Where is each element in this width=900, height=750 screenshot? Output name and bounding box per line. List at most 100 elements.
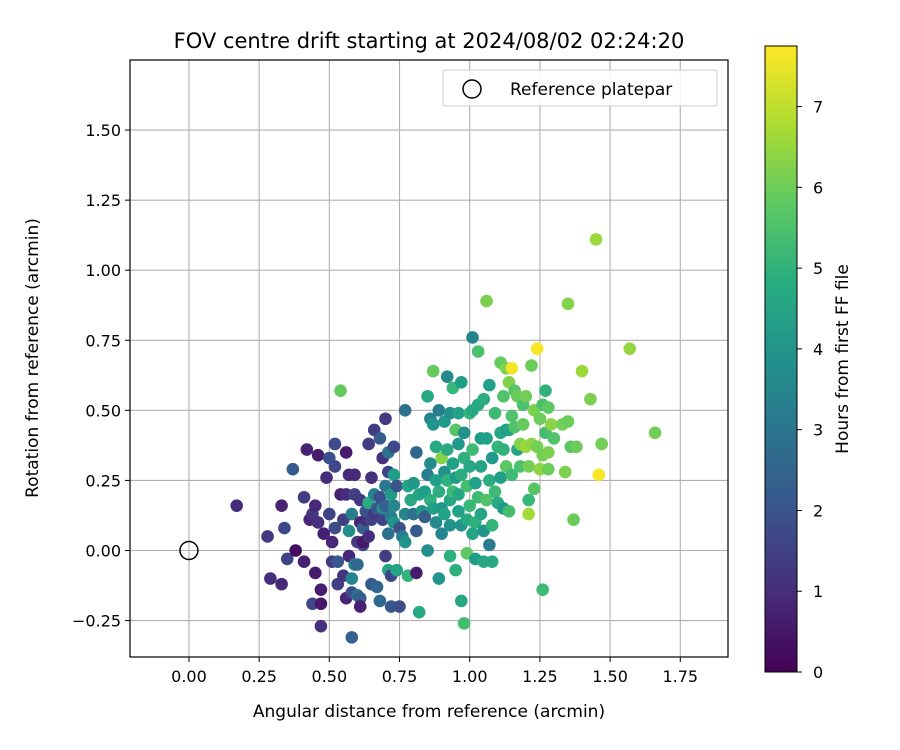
y-tick-label: 1.00 <box>85 261 121 280</box>
data-point <box>387 499 401 512</box>
data-point <box>454 468 468 482</box>
data-point <box>525 359 538 372</box>
data-point <box>452 504 465 518</box>
data-point <box>342 524 356 538</box>
data-point <box>452 437 465 451</box>
data-point <box>345 631 359 644</box>
data-point <box>567 513 580 526</box>
legend-marker <box>462 79 482 99</box>
data-point <box>317 527 331 540</box>
data-point <box>435 527 448 540</box>
data-point <box>542 462 555 476</box>
data-point <box>362 530 375 543</box>
data-point <box>429 440 443 454</box>
data-point <box>547 432 561 445</box>
data-point <box>469 476 482 490</box>
y-tick-label: −0.25 <box>72 612 121 631</box>
data-point <box>370 580 384 594</box>
y-tick-label: 0.75 <box>85 331 121 350</box>
data-point <box>280 552 294 566</box>
chart-title: FOV centre drift starting at 2024/08/02 … <box>174 29 685 53</box>
data-point <box>264 572 277 585</box>
data-point <box>275 577 288 591</box>
data-point <box>381 527 395 540</box>
data-point <box>480 493 493 507</box>
data-point <box>488 406 502 420</box>
data-point <box>452 406 465 420</box>
colorbar-tick-label: 3 <box>813 421 823 440</box>
data-point <box>432 485 446 498</box>
data-point <box>398 404 412 417</box>
data-point <box>443 518 457 532</box>
data-point <box>471 345 485 358</box>
data-point <box>314 619 328 633</box>
data-point <box>390 563 404 577</box>
data-point <box>457 426 471 440</box>
data-point <box>466 527 479 540</box>
data-point <box>595 437 608 451</box>
data-point <box>331 555 345 569</box>
data-point <box>443 549 457 563</box>
colorbar-tick-label: 0 <box>813 663 823 682</box>
colorbar-tick-label: 6 <box>813 178 823 197</box>
x-tick-label: 0.75 <box>382 667 418 686</box>
x-tick-label: 1.00 <box>452 667 488 686</box>
legend-box <box>442 69 718 107</box>
data-point <box>483 474 496 487</box>
data-point <box>424 457 437 470</box>
data-point <box>323 507 336 521</box>
data-point <box>485 518 499 532</box>
data-point <box>393 600 406 613</box>
reference-platepar-marker <box>179 540 199 561</box>
data-point <box>261 530 274 543</box>
y-tick-label: 0.00 <box>85 541 121 560</box>
data-point <box>345 572 359 585</box>
data-point <box>314 583 328 597</box>
data-point <box>412 605 426 619</box>
y-tick-label: 0.25 <box>85 471 121 490</box>
data-point <box>297 555 311 569</box>
data-point <box>438 507 451 521</box>
y-tick-label: 1.50 <box>85 121 121 140</box>
data-point <box>429 474 443 487</box>
data-point <box>463 499 477 512</box>
data-point <box>575 364 589 378</box>
data-point <box>480 432 493 445</box>
data-point <box>623 342 637 355</box>
data-point <box>410 566 423 580</box>
data-point <box>325 535 339 549</box>
data-point <box>536 583 550 597</box>
data-point <box>542 446 555 459</box>
data-point <box>398 535 412 549</box>
x-tick-label: 1.50 <box>592 667 628 686</box>
data-point <box>505 468 519 482</box>
data-point <box>379 549 392 563</box>
data-point <box>522 493 535 507</box>
data-point <box>345 507 359 521</box>
data-point <box>308 499 322 512</box>
data-point <box>390 479 404 493</box>
data-point <box>421 544 434 557</box>
colorbar-tick-label: 4 <box>813 340 823 359</box>
data-point <box>497 443 510 456</box>
data-point <box>308 566 322 580</box>
data-point <box>334 384 347 398</box>
data-point <box>387 440 401 454</box>
plot-frame <box>129 59 729 658</box>
data-point <box>463 460 477 473</box>
data-point <box>446 457 460 470</box>
data-point <box>544 418 558 431</box>
data-point <box>570 440 583 454</box>
data-point <box>373 594 387 608</box>
y-axis-label: Rotation from reference (arcmin) <box>23 218 43 498</box>
data-point <box>584 392 597 406</box>
data-point <box>297 490 311 504</box>
data-point <box>418 510 432 524</box>
data-point <box>533 412 547 426</box>
data-point <box>328 437 342 451</box>
x-axis-label: Angular distance from reference (arcmin) <box>253 702 605 722</box>
data-point <box>648 426 662 440</box>
data-point <box>421 390 434 403</box>
data-point <box>494 471 507 484</box>
x-tick-label: 1.75 <box>662 667 698 686</box>
